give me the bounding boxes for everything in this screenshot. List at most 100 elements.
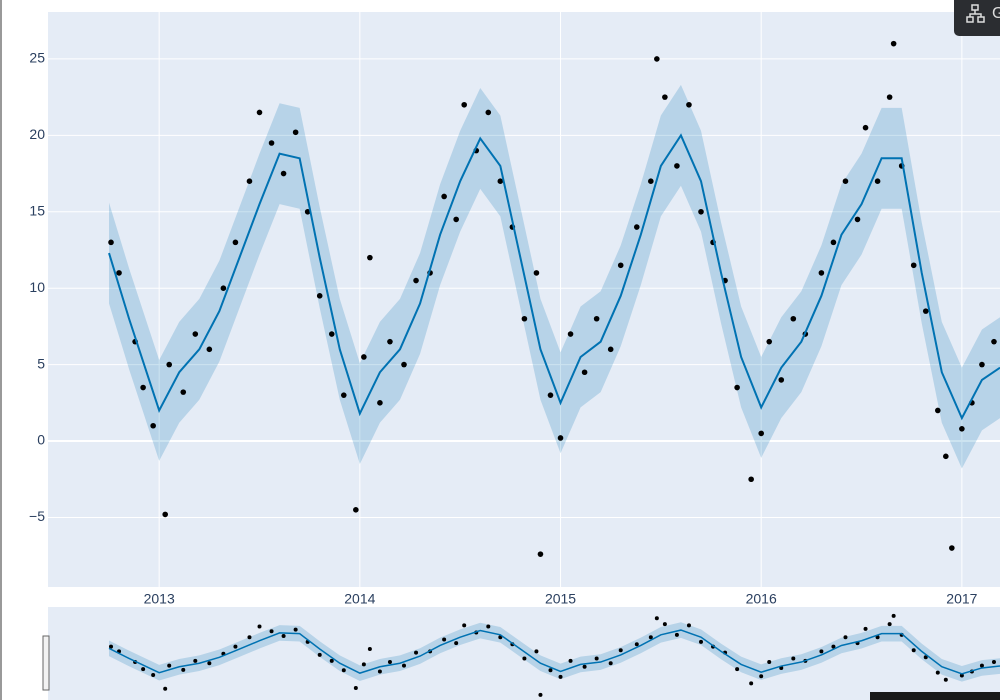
observation [293, 627, 298, 632]
observation [361, 354, 367, 360]
modebar-icon [966, 4, 985, 23]
observation [791, 656, 796, 661]
observation [441, 193, 447, 200]
observation [843, 635, 848, 640]
observation [991, 338, 997, 345]
observation [534, 649, 539, 654]
observation [413, 277, 419, 284]
observation [340, 392, 347, 398]
observation [401, 361, 407, 368]
observation [109, 644, 114, 649]
modebar-button[interactable]: G [954, 0, 1000, 36]
x-tick-label: 2013 [144, 591, 175, 607]
observation [934, 407, 941, 414]
observation [654, 616, 659, 621]
observation [533, 270, 540, 276]
observation [401, 663, 406, 668]
observation [193, 658, 198, 663]
observation [593, 315, 600, 322]
observation [537, 551, 544, 557]
observation [140, 384, 146, 391]
observation [442, 637, 447, 642]
observation [462, 623, 467, 628]
observation [247, 635, 252, 640]
observation [453, 216, 459, 223]
observation [979, 663, 984, 668]
observation [862, 124, 869, 131]
observation [594, 656, 599, 661]
observation [831, 644, 836, 649]
overlay-bar [870, 692, 1000, 700]
range-slider-plot [108, 613, 1000, 697]
observation [387, 660, 392, 665]
observation [674, 632, 679, 637]
observation [662, 622, 667, 627]
plot-area [48, 12, 1000, 587]
observation [206, 346, 213, 353]
modebar-label[interactable]: G [992, 5, 1000, 22]
observation [854, 216, 861, 223]
observation [818, 270, 825, 276]
observation [748, 476, 754, 483]
x-tick-label: 2015 [545, 591, 576, 607]
observation [778, 377, 785, 383]
observation [886, 94, 893, 100]
grid [48, 12, 1000, 587]
observation [548, 668, 553, 673]
observation [353, 507, 359, 513]
observation [317, 652, 322, 657]
observation [547, 392, 554, 398]
observation [582, 664, 587, 669]
tick-labels: −5 0 5 10 15 20 25 2013 2014 2015 2016 2017 [29, 50, 978, 607]
observation [830, 239, 837, 246]
observation [116, 270, 122, 276]
observation [767, 660, 772, 665]
observation [654, 56, 660, 62]
observation [497, 178, 504, 184]
observation [758, 430, 764, 437]
observation [233, 644, 238, 649]
range-slider[interactable] [48, 607, 1000, 700]
observation [759, 674, 764, 679]
observation [538, 692, 543, 697]
observation [162, 511, 168, 518]
observation [108, 239, 114, 246]
observation [910, 262, 917, 269]
observation [979, 361, 985, 368]
y-tick-label: 5 [37, 355, 45, 371]
observation [367, 254, 373, 261]
observation [377, 669, 382, 674]
observation [454, 641, 459, 646]
observation [341, 668, 346, 673]
observation [192, 331, 199, 337]
range-slider-handle[interactable] [42, 635, 50, 691]
forecast-line [108, 133, 1000, 421]
observation [521, 315, 528, 322]
observation [911, 648, 916, 653]
observation [220, 285, 227, 291]
observation [150, 422, 156, 429]
observation [863, 626, 868, 631]
observation [766, 338, 773, 345]
y-tick-label: 25 [29, 50, 45, 66]
modebar-bg[interactable] [954, 0, 1000, 36]
observation [633, 224, 640, 230]
observation [180, 389, 187, 395]
observation [608, 661, 613, 666]
observation [304, 208, 311, 215]
forecast-line [108, 629, 1000, 675]
observation [959, 673, 964, 678]
observation [991, 660, 996, 665]
observation [377, 400, 383, 406]
observation [943, 677, 948, 682]
main-plot [108, 40, 1000, 557]
observation [329, 658, 334, 663]
observation [558, 674, 563, 679]
y-tick-label: 20 [29, 126, 45, 142]
observation [634, 642, 639, 647]
observation [686, 623, 691, 628]
observation [522, 656, 527, 661]
x-tick-label: 2017 [946, 591, 977, 607]
observation [735, 667, 740, 672]
